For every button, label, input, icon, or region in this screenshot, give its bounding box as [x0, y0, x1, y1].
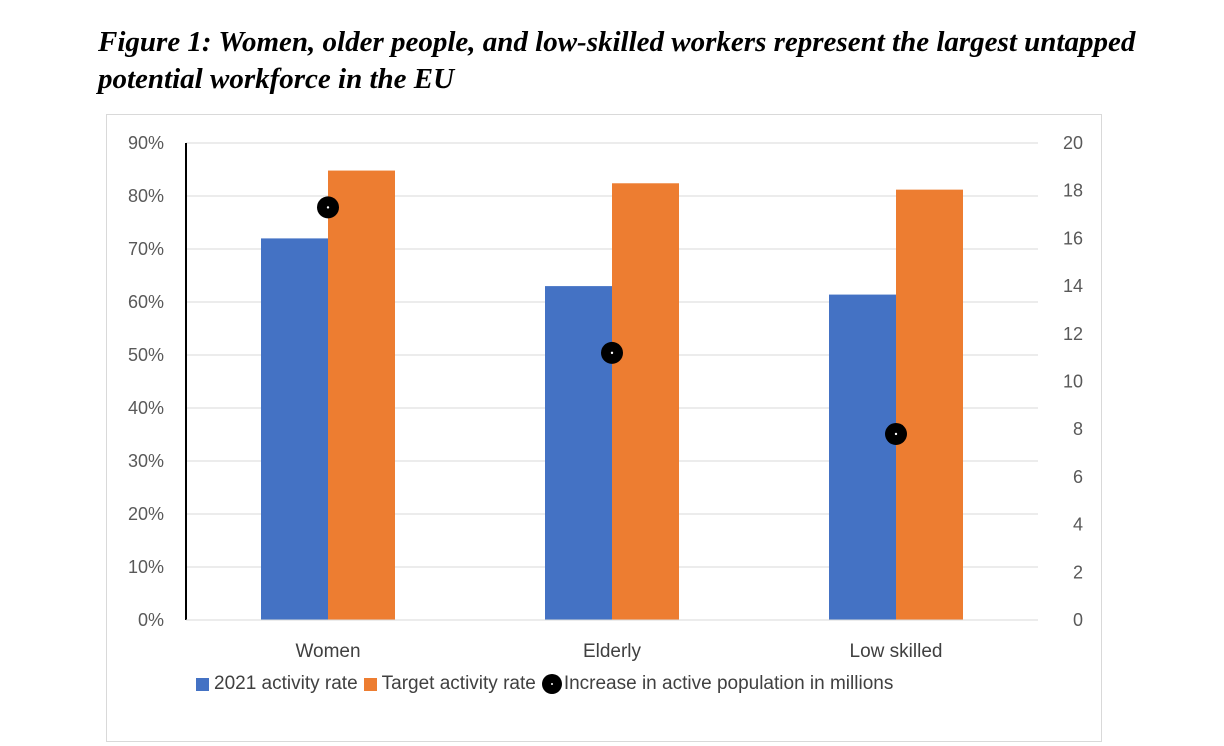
bar-target-activity-rate: [328, 170, 395, 620]
bars: [261, 170, 963, 620]
x-category-label: Elderly: [583, 641, 642, 662]
y-right-tick-label: 6: [1073, 467, 1083, 487]
markers: [317, 196, 907, 445]
bar-target-activity-rate: [896, 189, 963, 620]
legend-label-increase: Increase in active population in million…: [563, 673, 894, 694]
legend-label-2021: 2021 activity rate: [214, 673, 358, 694]
y-left-tick-label: 40%: [128, 398, 164, 418]
y-right-tick-label: 0: [1073, 610, 1083, 630]
y-right-tick-label: 16: [1063, 228, 1083, 248]
y-left-tick-label: 10%: [128, 557, 164, 577]
y-left-tick-label: 50%: [128, 345, 164, 365]
y-left-tick-label: 0%: [138, 610, 164, 630]
y-right-tick-label: 4: [1073, 515, 1083, 535]
legend-label-target: Target activity rate: [381, 673, 536, 694]
bar-2021-activity-rate: [829, 294, 896, 620]
x-category-label: Low skilled: [850, 641, 943, 662]
y-right-tick-label: 14: [1063, 276, 1083, 296]
legend-item-target: Target activity rate: [363, 673, 536, 695]
x-category-label: Women: [295, 641, 360, 662]
y-right-tick-label: 8: [1073, 419, 1083, 439]
legend-swatch-target: [363, 677, 377, 691]
y-left-tick-label: 70%: [128, 239, 164, 259]
legend-item-increase: Increase in active population in million…: [541, 673, 894, 695]
y-left-tick-label: 90%: [128, 133, 164, 153]
axes: 0% 10% 20% 30% 40% 50% 60% 70% 80% 90% 0 2 4 6 8 10 12 14…: [128, 133, 1083, 662]
bar-2021-activity-rate: [545, 286, 612, 620]
y-left-tick-label: 20%: [128, 504, 164, 524]
marker-center: [326, 206, 330, 209]
legend: 2021 activity rate Target activity rate …: [196, 671, 899, 697]
y-right-tick-label: 20: [1063, 133, 1083, 153]
y-left-tick-label: 80%: [128, 186, 164, 206]
marker-center: [894, 432, 898, 436]
marker-center: [610, 351, 614, 355]
bar-2021-activity-rate: [261, 238, 328, 620]
y-left-tick-label: 60%: [128, 292, 164, 312]
y-left-tick-label: 30%: [128, 451, 164, 471]
y-right-tick-label: 18: [1063, 181, 1083, 201]
y-right-tick-label: 2: [1073, 562, 1083, 582]
bar-target-activity-rate: [612, 183, 679, 620]
legend-marker-increase: [541, 674, 562, 694]
legend-item-2021: 2021 activity rate: [196, 673, 358, 695]
chart-frame: [106, 114, 1102, 742]
y-right-tick-label: 10: [1063, 372, 1083, 392]
legend-swatch-2021: [196, 677, 209, 691]
figure-title: Figure 1: Women, older people, and low-s…: [98, 26, 1136, 95]
y-right-tick-label: 12: [1063, 324, 1083, 344]
